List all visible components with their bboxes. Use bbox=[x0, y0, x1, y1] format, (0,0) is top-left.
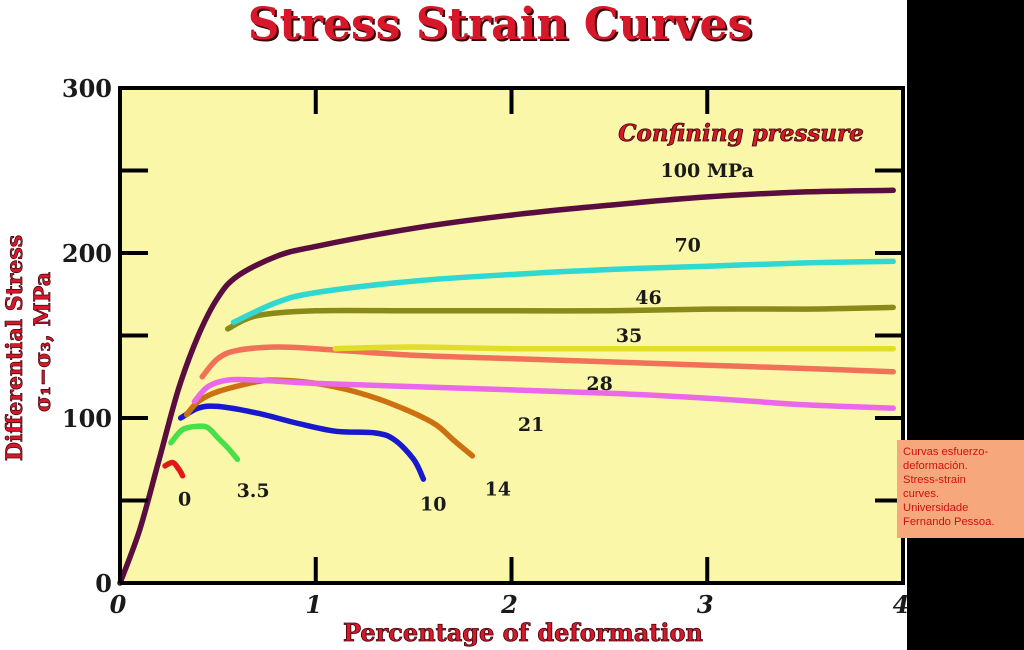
series-label-5: 21 bbox=[518, 414, 544, 436]
legend-title: Confining pressure bbox=[618, 120, 864, 147]
y-tick-label-1: 100 bbox=[62, 404, 112, 433]
x-tick-label-4: 4 bbox=[893, 590, 910, 619]
series-line-3 bbox=[332, 344, 896, 352]
y-tick-label-2: 200 bbox=[62, 239, 112, 268]
plot-area bbox=[118, 86, 905, 585]
x-tick-label-0: 0 bbox=[110, 590, 127, 619]
series-line-8 bbox=[168, 423, 241, 463]
series-line-7 bbox=[177, 403, 427, 482]
y-axis-label-line1: Differential Stress bbox=[2, 235, 28, 461]
chart-title: Stress Strain Curves bbox=[247, 0, 753, 50]
x-tick-label-3: 3 bbox=[697, 590, 714, 619]
series-label-7: 10 bbox=[420, 493, 446, 515]
axes-layer bbox=[118, 86, 905, 585]
series-line-0 bbox=[117, 187, 896, 586]
series-line-5 bbox=[191, 376, 896, 411]
series-label-3: 35 bbox=[616, 325, 642, 347]
series-line-4 bbox=[199, 344, 896, 380]
y-tick-label-3: 300 bbox=[62, 74, 112, 103]
series-line-1 bbox=[230, 258, 896, 326]
series-label-1: 70 bbox=[674, 234, 700, 256]
series-layer bbox=[117, 187, 896, 586]
right-black-panel bbox=[907, 0, 1024, 650]
x-tick-label-2: 2 bbox=[500, 590, 518, 619]
x-tick-label-1: 1 bbox=[305, 590, 322, 619]
series-label-4: 28 bbox=[586, 373, 612, 395]
series-line-2 bbox=[224, 304, 896, 332]
caption-note: Curvas esfuerzo- deformación. Stress-str… bbox=[897, 440, 1024, 538]
y-tick-label-0: 0 bbox=[95, 569, 112, 598]
series-label-9: 0 bbox=[178, 488, 191, 510]
x-axis-label: Percentage of deformation bbox=[343, 618, 703, 647]
series-line-9 bbox=[162, 459, 186, 479]
plot-background bbox=[118, 86, 905, 585]
series-label-0: 100 MPa bbox=[661, 160, 754, 182]
series-label-2: 46 bbox=[635, 287, 661, 309]
y-axis-label-line2: σ₁−σ₃, MPa bbox=[30, 272, 56, 412]
series-label-8: 3.5 bbox=[237, 480, 270, 502]
labels-layer: 0 1 2 3 4 0 100 200 300 100 MPa 70 46 35 28 21 14 10 3.5 0… bbox=[2, 74, 910, 647]
series-label-6: 14 bbox=[485, 479, 511, 501]
